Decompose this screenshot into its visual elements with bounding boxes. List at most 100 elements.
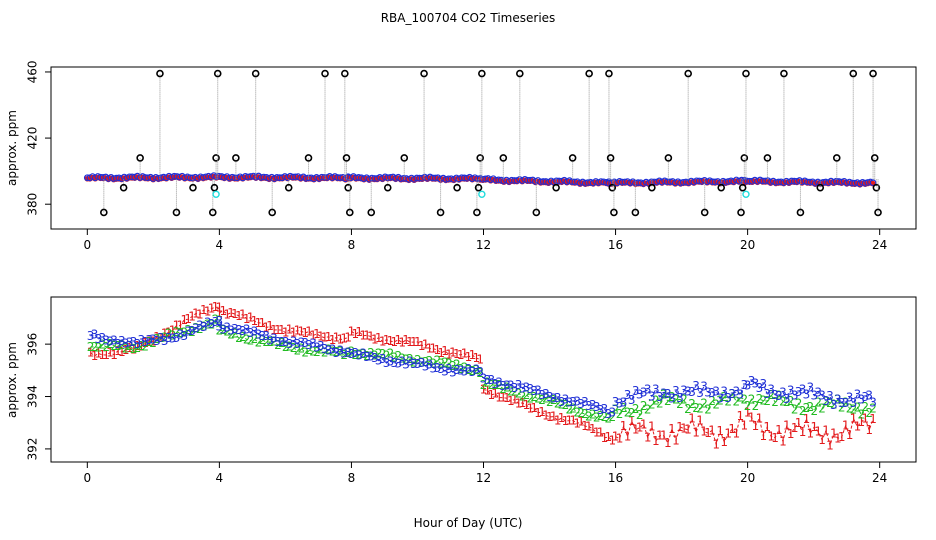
bottom-series-1-marker: 1	[95, 347, 103, 361]
bottom-series-2-marker: 2	[795, 396, 803, 410]
bottom-series-2-marker: 2	[861, 400, 869, 414]
bottom-series-1-marker: 1	[200, 303, 208, 317]
bottom-series-2-marker: 2	[515, 386, 523, 400]
bottom-series-3-marker: 3	[359, 346, 367, 360]
bottom-series-1-marker: 1	[538, 405, 546, 419]
bottom-series-1-marker: 1	[869, 412, 877, 426]
top-outlier-point	[344, 183, 352, 192]
bottom-series-3-marker: 3	[696, 386, 704, 400]
top-outlier-point	[608, 183, 617, 192]
bottom-series-1-marker: 1	[744, 406, 752, 420]
top-outlier-point	[742, 69, 750, 78]
bottom-series-1-marker: 1	[636, 421, 644, 435]
bottom-series-2-marker: 2	[810, 404, 818, 418]
top-outlier-point	[321, 69, 329, 78]
bottom-series-3-marker: 3	[807, 381, 815, 395]
bottom-series-1-marker: 1	[114, 344, 122, 358]
bottom-series-1-marker: 1	[534, 406, 542, 420]
bottom-series-2-marker: 2	[736, 391, 744, 405]
bottom-series-1-marker: 1	[692, 425, 700, 439]
bottom-series-2-marker: 2	[597, 409, 605, 423]
bottom-series-2-marker: 2	[383, 349, 391, 363]
bottom-series-2-marker: 2	[340, 348, 348, 362]
bottom-series-3-marker: 3	[499, 379, 507, 393]
bottom-series-1-marker: 1	[736, 409, 744, 423]
bottom-series-1-marker: 1	[321, 331, 329, 345]
top-outlier-point	[453, 183, 461, 192]
bottom-series-1-marker: 1	[216, 300, 224, 314]
bottom-series-3-marker: 3	[91, 328, 99, 342]
bottom-series-2-marker: 2	[756, 392, 764, 406]
bottom-series-1-marker: 1	[102, 348, 110, 362]
bottom-series-1-marker: 1	[212, 300, 220, 314]
top-outlier-point	[367, 208, 376, 217]
top-flagged-point	[478, 190, 486, 198]
bottom-series-2-marker: 2	[325, 343, 333, 357]
bottom-series-3-marker: 3	[712, 384, 720, 398]
top-x-tick-label: 20	[740, 238, 755, 252]
bottom-series-1-marker: 1	[676, 420, 684, 434]
bottom-series-2-marker: 2	[367, 346, 375, 360]
bottom-series-2-marker: 2	[145, 335, 153, 349]
bottom-series-2-marker: 2	[173, 325, 181, 339]
bottom-series-1-marker: 1	[728, 422, 736, 436]
bottom-series-3-marker: 3	[838, 396, 846, 410]
bottom-series-1-marker: 1	[838, 430, 846, 444]
bottom-series-1-marker: 1	[204, 304, 212, 318]
bottom-series-2-marker: 2	[461, 361, 469, 375]
bottom-series-3-marker: 3	[668, 392, 676, 406]
bottom-series-3-marker: 3	[418, 356, 426, 370]
bottom-series-3-marker: 3	[620, 396, 628, 410]
bottom-series-2-marker: 2	[449, 359, 457, 373]
bottom-series-1-marker: 1	[313, 327, 321, 341]
bottom-series-1-line	[483, 389, 613, 441]
bottom-series-2-marker: 2	[223, 325, 231, 339]
bottom-series-2-marker: 2	[585, 410, 593, 424]
bottom-series-3-marker: 3	[756, 381, 764, 395]
bottom-series-3-marker: 3	[507, 378, 515, 392]
bottom-series-3-marker: 3	[445, 362, 453, 376]
bottom-series-2-marker: 2	[270, 335, 278, 349]
top-ylabel: approx. ppm	[5, 110, 19, 186]
bottom-series-3-marker: 3	[367, 350, 375, 364]
bottom-series-1-marker: 1	[153, 330, 161, 344]
bottom-series-3-marker: 3	[239, 324, 247, 338]
bottom-panel: 1111111111111111111111111111111111111111…	[5, 296, 917, 485]
bottom-series-1-marker: 1	[406, 335, 414, 349]
bottom-series-2-marker: 2	[741, 392, 749, 406]
bottom-series-2-marker: 2	[644, 403, 652, 417]
bottom-series-3-marker: 3	[692, 379, 700, 393]
bottom-series-2-marker: 2	[122, 341, 130, 355]
bottom-series-1-marker: 1	[519, 396, 527, 410]
bottom-series-3-marker: 3	[118, 334, 126, 348]
bottom-series-1-marker: 1	[523, 398, 531, 412]
bottom-series-2-marker: 2	[616, 407, 624, 421]
bottom-series-1-marker: 1	[99, 348, 107, 362]
bottom-series-1-marker: 1	[414, 335, 422, 349]
bottom-series-1-marker: 1	[716, 424, 724, 438]
bottom-series-1-marker: 1	[418, 339, 426, 353]
bottom-series-2-marker: 2	[569, 401, 577, 415]
bottom-series-1-marker: 1	[648, 420, 656, 434]
bottom-series-3-marker: 3	[795, 385, 803, 399]
bottom-series-1-marker: 1	[861, 411, 869, 425]
bottom-series-3-marker: 3	[122, 336, 130, 350]
bottom-x-tick-label: 4	[216, 471, 224, 485]
bottom-series-2-marker: 2	[499, 382, 507, 396]
bottom-series-1-marker: 1	[480, 383, 488, 397]
bottom-series-2-marker: 2	[153, 332, 161, 346]
bottom-series-2-marker: 2	[472, 363, 480, 377]
bottom-series-1-marker: 1	[387, 334, 395, 348]
bottom-series-2-marker: 2	[869, 402, 877, 416]
bottom-series-3-marker: 3	[787, 384, 795, 398]
bottom-series-1-marker: 1	[192, 306, 200, 320]
bottom-series-2-marker: 2	[676, 397, 684, 411]
bottom-series-1-marker: 1	[309, 328, 317, 342]
bottom-series-3-marker: 3	[337, 344, 345, 358]
bottom-series-2-marker: 2	[161, 330, 169, 344]
bottom-series-2-marker: 2	[503, 380, 511, 394]
bottom-series-3-marker: 3	[869, 395, 877, 409]
bottom-series-1-marker: 1	[616, 432, 624, 446]
bottom-series-3-marker: 3	[227, 324, 235, 338]
bottom-series-2-marker: 2	[441, 355, 449, 369]
